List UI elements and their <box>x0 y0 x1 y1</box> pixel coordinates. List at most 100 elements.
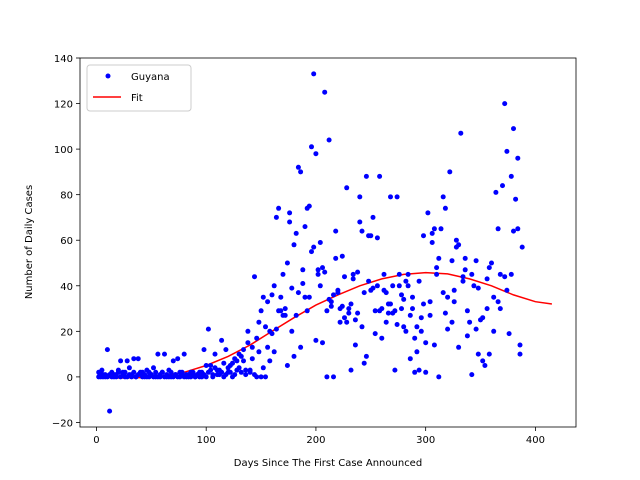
data-point <box>440 194 446 200</box>
data-point <box>317 240 323 245</box>
data-point <box>227 369 233 375</box>
data-point <box>175 356 181 362</box>
legend: Guyana Fit <box>86 64 192 112</box>
data-point <box>326 137 332 143</box>
data-point <box>151 365 156 371</box>
legend-box <box>86 64 192 112</box>
data-point <box>355 269 361 275</box>
data-point <box>372 308 378 314</box>
data-point <box>416 367 422 373</box>
data-point <box>322 269 328 275</box>
axes <box>79 57 577 428</box>
data-point <box>317 283 323 289</box>
data-point <box>500 183 505 189</box>
data-point <box>473 258 479 264</box>
data-point <box>442 310 448 316</box>
data-point <box>359 228 365 234</box>
data-point <box>298 344 304 350</box>
data-point <box>508 173 514 179</box>
data-point <box>287 219 293 225</box>
data-point <box>258 374 264 380</box>
data-point <box>390 283 396 289</box>
data-point <box>181 351 187 357</box>
y-tick-label: 80 <box>60 191 73 202</box>
data-point <box>405 283 411 289</box>
data-point <box>352 317 358 323</box>
data-point <box>309 144 314 150</box>
data-point <box>263 374 268 380</box>
data-point <box>399 306 404 312</box>
data-point <box>335 290 341 296</box>
data-point <box>311 71 317 77</box>
data-point <box>350 276 356 282</box>
data-point <box>269 292 275 298</box>
y-tick-label: 20 <box>60 327 73 338</box>
data-point <box>344 185 350 191</box>
legend-label-fit: Fit <box>131 93 143 104</box>
y-tick-label: 120 <box>54 100 73 111</box>
data-point <box>284 363 290 368</box>
data-point <box>241 358 246 364</box>
data-point <box>427 312 433 318</box>
data-point <box>205 326 211 332</box>
data-point <box>256 349 262 355</box>
data-point <box>146 369 152 375</box>
data-point <box>115 369 121 375</box>
data-point <box>471 283 477 289</box>
data-point <box>225 365 231 371</box>
y-tick-label: 140 <box>54 54 73 65</box>
data-point <box>355 310 361 316</box>
data-point <box>361 360 367 366</box>
data-point <box>506 331 512 337</box>
data-point <box>442 205 448 211</box>
data-point <box>436 374 442 380</box>
data-point <box>399 292 404 298</box>
data-point <box>410 294 415 300</box>
data-point <box>273 214 279 220</box>
x-tick-label: 100 <box>197 435 216 446</box>
data-point <box>254 335 260 341</box>
data-point <box>131 356 137 362</box>
data-point <box>434 265 440 271</box>
data-point <box>331 374 336 380</box>
data-point <box>295 290 301 296</box>
data-point <box>515 155 521 161</box>
data-point <box>282 306 288 312</box>
data-point <box>517 342 523 348</box>
data-point <box>337 319 343 325</box>
data-point <box>363 173 369 179</box>
data-point <box>414 349 420 355</box>
x-tick-label: 400 <box>526 435 545 446</box>
data-point <box>388 194 393 200</box>
tick-labels: 0 100 200 300 400 −20 0 20 40 60 80 100 120 140 <box>52 54 545 446</box>
data-point <box>245 340 251 346</box>
legend-label-guyana: Guyana <box>131 72 170 83</box>
data-point <box>352 342 358 348</box>
data-point <box>445 326 451 332</box>
legend-item-fit: Fit <box>93 93 143 104</box>
data-point <box>300 281 306 286</box>
data-point <box>429 230 435 236</box>
data-point <box>368 233 374 239</box>
data-point <box>491 328 497 334</box>
data-point <box>124 358 130 364</box>
data-point <box>269 331 275 337</box>
y-tick-label: 60 <box>60 236 73 247</box>
data-point <box>431 342 437 348</box>
data-point <box>212 365 218 371</box>
data-point <box>486 265 492 271</box>
data-point <box>188 369 194 375</box>
data-point <box>421 233 426 239</box>
data-point <box>396 283 402 289</box>
data-point <box>475 285 481 291</box>
data-point <box>383 319 389 325</box>
data-point <box>306 203 312 209</box>
x-axis-label: Days Since The First Case Announced <box>234 458 422 469</box>
data-point <box>361 290 367 296</box>
data-point <box>357 219 363 225</box>
data-point <box>104 347 110 353</box>
data-point <box>252 372 257 378</box>
data-point <box>199 374 205 380</box>
data-point <box>96 374 102 380</box>
data-point <box>126 365 132 371</box>
